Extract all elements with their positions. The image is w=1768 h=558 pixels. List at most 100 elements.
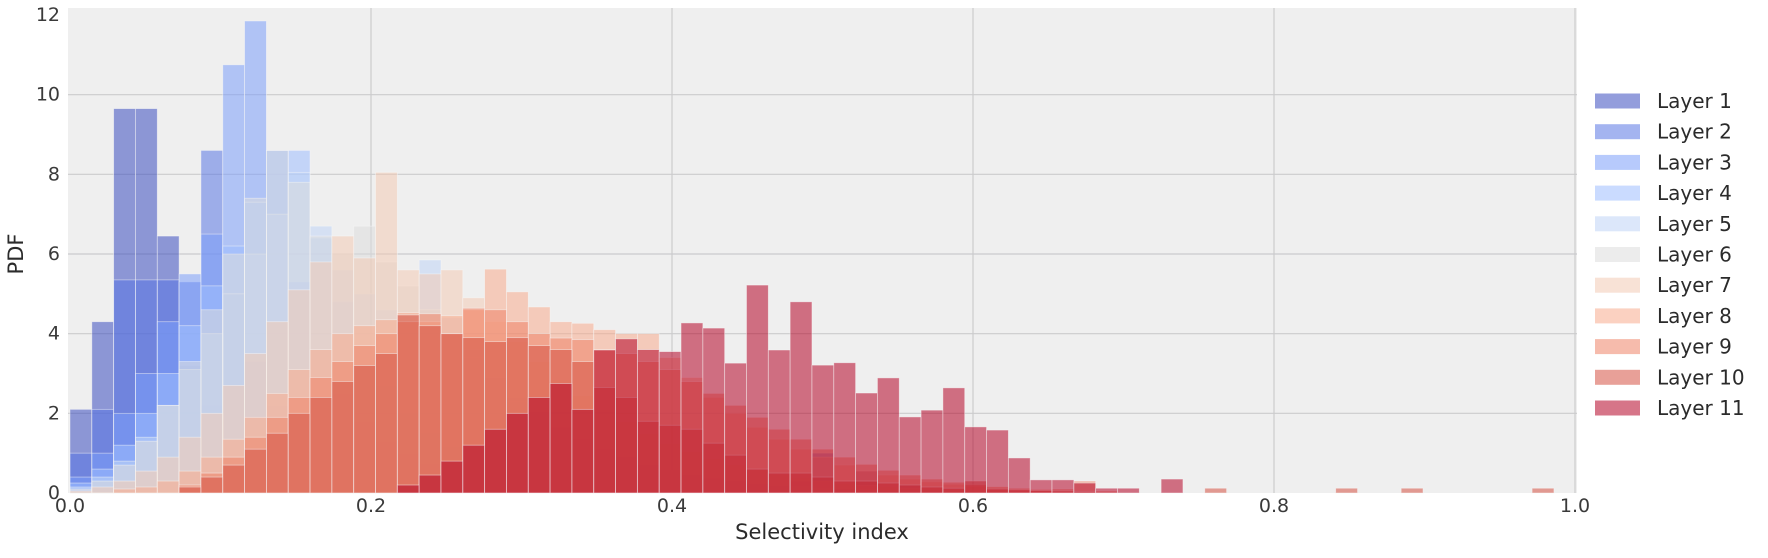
- legend-label: Layer 3: [1657, 150, 1732, 174]
- hist-bar: [811, 364, 835, 494]
- hist-bar: [724, 362, 747, 494]
- hist-bar: [986, 429, 1009, 494]
- hist-bar: [178, 486, 202, 494]
- x-tick-label: 1.0: [1560, 495, 1590, 517]
- y-tick-label: 0: [48, 482, 60, 504]
- legend-label: Layer 8: [1657, 304, 1732, 328]
- hist-bar: [1073, 482, 1097, 494]
- hist-bar: [789, 301, 813, 494]
- legend-label: Layer 10: [1657, 365, 1745, 389]
- y-tick-label: 4: [48, 323, 60, 345]
- hist-bar: [833, 362, 857, 494]
- x-tick-label: 0.2: [356, 495, 386, 517]
- hist-bar: [571, 408, 595, 494]
- hist-bar: [287, 412, 311, 494]
- legend-swatch: [1595, 154, 1640, 170]
- y-axis-label: PDF: [4, 233, 28, 275]
- hist-bar: [506, 412, 529, 494]
- hist-bar: [615, 338, 638, 494]
- hist-bar: [593, 349, 616, 494]
- legend-item: Layer 10: [1595, 365, 1745, 389]
- hist-bar: [1051, 479, 1075, 494]
- hist-bar: [418, 474, 442, 494]
- hist-bar: [396, 484, 420, 494]
- hist-bar: [680, 322, 704, 494]
- legend-item: Layer 1: [1595, 89, 1732, 113]
- legend-swatch: [1595, 93, 1640, 109]
- legend-swatch: [1595, 369, 1640, 385]
- hist-bar: [1095, 487, 1118, 494]
- hist-bar: [462, 444, 486, 494]
- hist-bar: [69, 490, 93, 494]
- legend-item: Layer 9: [1595, 335, 1732, 359]
- hist-bar: [266, 432, 289, 494]
- hist-bar: [1029, 479, 1053, 494]
- hist-bar: [418, 325, 442, 494]
- hist-bar: [964, 426, 987, 494]
- legend-item: Layer 5: [1595, 212, 1732, 236]
- hist-bar: [440, 460, 464, 494]
- hist-bar: [1400, 487, 1424, 494]
- hist-bar: [920, 409, 944, 494]
- hist-bar: [942, 387, 966, 494]
- hist-series-11: [396, 284, 1184, 494]
- legend-swatch: [1595, 247, 1640, 262]
- hist-bar: [1531, 487, 1555, 494]
- hist-bar: [746, 284, 769, 494]
- x-tick-label: 0.6: [958, 495, 988, 517]
- hist-bar: [702, 327, 726, 494]
- hist-bar: [877, 377, 900, 494]
- legend-item: Layer 7: [1595, 273, 1732, 297]
- hist-bar: [244, 448, 267, 494]
- legend-label: Layer 2: [1657, 120, 1732, 144]
- legend-swatch: [1595, 308, 1640, 324]
- legend-item: Layer 3: [1595, 150, 1732, 174]
- legend-label: Layer 11: [1657, 396, 1745, 420]
- hist-bar: [1335, 487, 1358, 494]
- hist-bar: [1204, 487, 1227, 494]
- hist-bar: [1117, 487, 1140, 494]
- hist-bar: [484, 428, 507, 494]
- hist-bar: [1007, 457, 1031, 494]
- legend-label: Layer 4: [1657, 181, 1732, 205]
- legend-swatch: [1595, 400, 1640, 416]
- legend-item: Layer 2: [1595, 120, 1732, 144]
- hist-bar: [396, 314, 420, 494]
- legend-swatch: [1595, 124, 1640, 140]
- y-tick-label: 2: [48, 402, 60, 424]
- legend-label: Layer 9: [1657, 335, 1732, 359]
- legend: Layer 1 Layer 2 Layer 3 Layer 4 Layer 5 Layer…: [1595, 89, 1745, 420]
- legend-item: Layer 11: [1595, 396, 1745, 420]
- x-tick-label: 0.0: [55, 495, 85, 517]
- hist-bar: [113, 488, 136, 494]
- hist-bar: [898, 416, 922, 494]
- hist-bar: [91, 486, 115, 494]
- legend-swatch: [1595, 216, 1640, 232]
- hist-bar: [767, 349, 791, 494]
- legend-item: Layer 4: [1595, 181, 1732, 205]
- hist-bar: [527, 396, 551, 494]
- hist-bar: [200, 476, 224, 494]
- hist-bar: [353, 365, 376, 494]
- legend-swatch: [1595, 277, 1640, 293]
- hist-bar: [549, 383, 573, 494]
- x-axis-label: Selectivity index: [735, 520, 909, 544]
- y-tick-label: 12: [36, 4, 60, 26]
- hist-bar: [222, 464, 245, 494]
- hist-bar: [636, 349, 660, 494]
- y-tick-label: 10: [36, 84, 60, 106]
- legend-label: Layer 5: [1657, 212, 1732, 236]
- legend-label: Layer 6: [1657, 243, 1732, 267]
- hist-bar: [309, 396, 333, 494]
- hist-bar: [135, 486, 158, 494]
- legend-swatch: [1595, 185, 1640, 201]
- legend-item: Layer 6: [1595, 243, 1732, 267]
- hist-bar: [331, 381, 355, 494]
- x-tick-label: 0.4: [657, 495, 687, 517]
- hist-bar: [658, 351, 682, 494]
- legend-item: Layer 8: [1595, 304, 1732, 328]
- y-tick-label: 8: [48, 163, 60, 185]
- y-tick-label: 6: [48, 243, 60, 265]
